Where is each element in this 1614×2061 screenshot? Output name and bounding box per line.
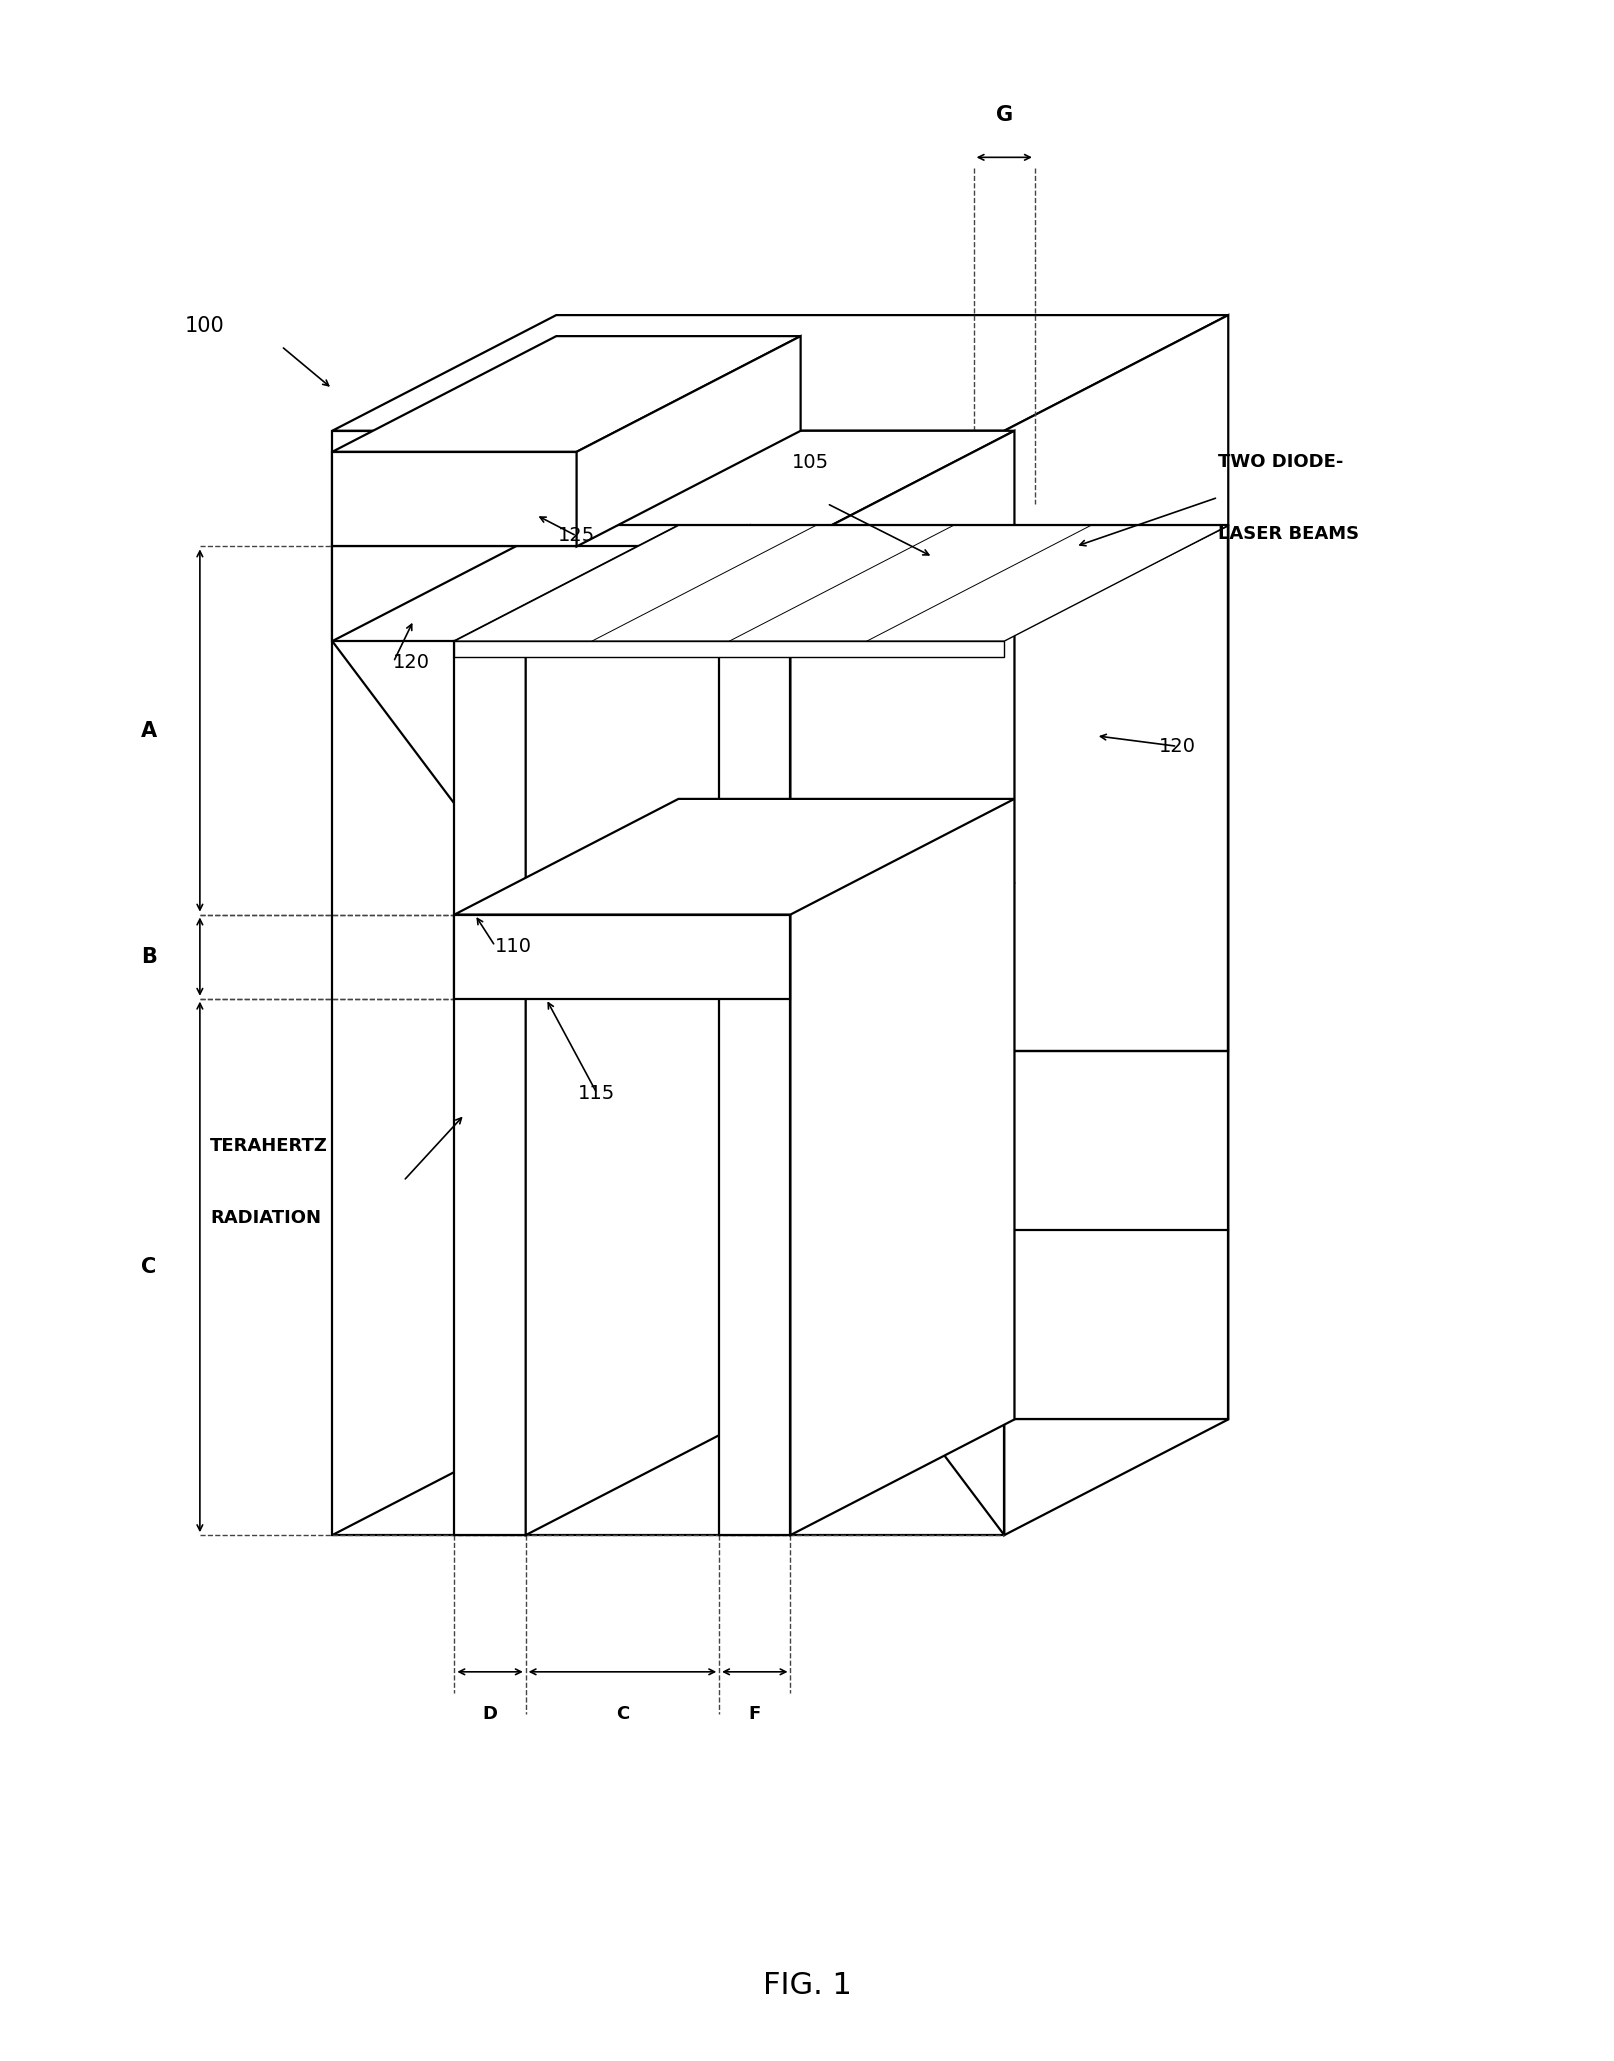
Text: C: C bbox=[617, 1704, 629, 1723]
Polygon shape bbox=[455, 800, 1015, 915]
Text: 120: 120 bbox=[394, 653, 431, 672]
Polygon shape bbox=[332, 451, 576, 546]
Text: A: A bbox=[140, 721, 157, 740]
Polygon shape bbox=[1004, 315, 1228, 1535]
Polygon shape bbox=[791, 526, 1015, 1535]
Polygon shape bbox=[332, 315, 1228, 431]
Text: F: F bbox=[749, 1704, 760, 1723]
Polygon shape bbox=[455, 526, 1228, 641]
Polygon shape bbox=[576, 336, 801, 546]
Text: RADIATION: RADIATION bbox=[210, 1210, 321, 1226]
Text: 105: 105 bbox=[792, 453, 830, 472]
Text: G: G bbox=[996, 105, 1014, 126]
Polygon shape bbox=[455, 641, 1004, 657]
Text: 115: 115 bbox=[578, 1084, 615, 1103]
Polygon shape bbox=[791, 431, 1015, 641]
Text: 110: 110 bbox=[495, 936, 533, 956]
Polygon shape bbox=[332, 546, 791, 641]
Text: D: D bbox=[483, 1704, 497, 1723]
Text: FIG. 1: FIG. 1 bbox=[762, 1970, 852, 1999]
Polygon shape bbox=[332, 431, 1004, 1535]
Polygon shape bbox=[332, 431, 1015, 546]
Text: 100: 100 bbox=[184, 315, 224, 336]
Polygon shape bbox=[455, 526, 751, 641]
Polygon shape bbox=[455, 641, 526, 1535]
Text: 125: 125 bbox=[558, 526, 596, 546]
Polygon shape bbox=[720, 641, 791, 1535]
Text: TERAHERTZ: TERAHERTZ bbox=[210, 1138, 328, 1154]
Text: B: B bbox=[140, 946, 157, 967]
Text: TWO DIODE-: TWO DIODE- bbox=[1219, 453, 1343, 472]
Polygon shape bbox=[720, 526, 1015, 641]
Polygon shape bbox=[526, 526, 751, 1535]
Polygon shape bbox=[455, 915, 791, 1000]
Polygon shape bbox=[332, 336, 801, 451]
Polygon shape bbox=[1015, 526, 1228, 1051]
Text: C: C bbox=[142, 1257, 157, 1278]
Polygon shape bbox=[1015, 1230, 1228, 1420]
Text: 120: 120 bbox=[1159, 736, 1196, 756]
Text: LASER BEAMS: LASER BEAMS bbox=[1219, 526, 1359, 544]
